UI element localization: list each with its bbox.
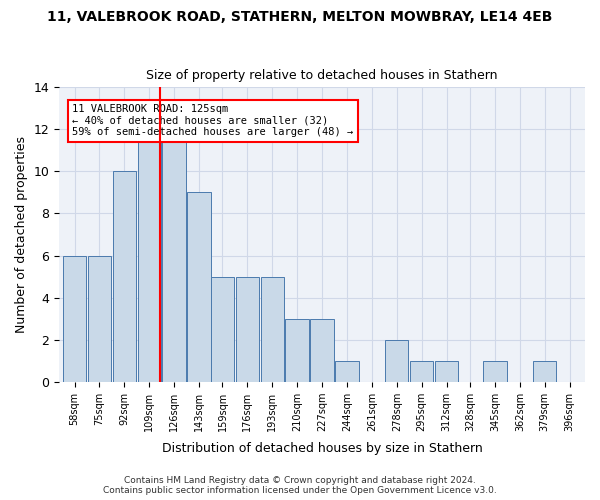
Bar [435, 360, 458, 382]
Bar [187, 192, 211, 382]
Text: 11, VALEBROOK ROAD, STATHERN, MELTON MOWBRAY, LE14 4EB: 11, VALEBROOK ROAD, STATHERN, MELTON MOW… [47, 10, 553, 24]
Bar [385, 340, 409, 382]
Bar [483, 360, 506, 382]
Bar [88, 256, 111, 382]
Bar [286, 318, 309, 382]
Bar [211, 276, 234, 382]
Bar [236, 276, 259, 382]
Bar [137, 130, 161, 382]
Bar [310, 318, 334, 382]
Bar [533, 360, 556, 382]
Bar [335, 360, 359, 382]
Title: Size of property relative to detached houses in Stathern: Size of property relative to detached ho… [146, 69, 498, 82]
X-axis label: Distribution of detached houses by size in Stathern: Distribution of detached houses by size … [162, 442, 482, 455]
Bar [63, 256, 86, 382]
Text: Contains HM Land Registry data © Crown copyright and database right 2024.
Contai: Contains HM Land Registry data © Crown c… [103, 476, 497, 495]
Bar [113, 172, 136, 382]
Text: 11 VALEBROOK ROAD: 125sqm
← 40% of detached houses are smaller (32)
59% of semi-: 11 VALEBROOK ROAD: 125sqm ← 40% of detac… [73, 104, 353, 138]
Bar [410, 360, 433, 382]
Bar [163, 130, 186, 382]
Bar [260, 276, 284, 382]
Y-axis label: Number of detached properties: Number of detached properties [15, 136, 28, 333]
